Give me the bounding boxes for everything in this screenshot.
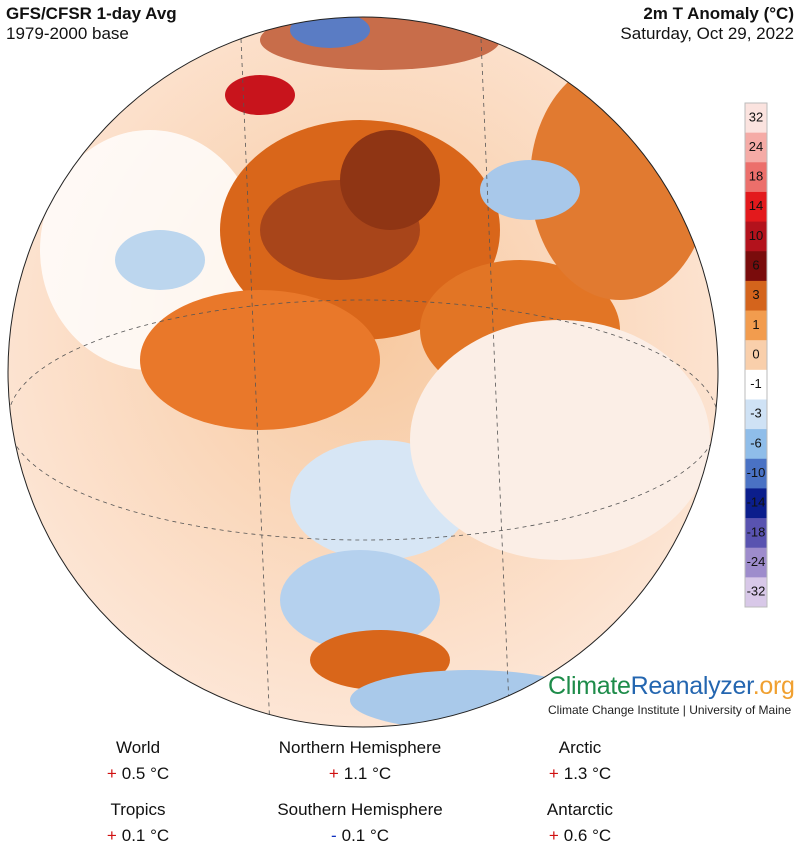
- logo-part: .org: [752, 672, 795, 700]
- color-bar-label: 10: [749, 228, 763, 243]
- color-swatch: [745, 162, 767, 193]
- stat-value-row: +1.1 °C: [240, 764, 480, 784]
- stat-value: 0.1 °C: [121, 826, 170, 845]
- stat-value: 0.1 °C: [341, 826, 390, 845]
- stat-value: 1.1 °C: [343, 764, 392, 783]
- header-right: 2m T Anomaly (°C) Saturday, Oct 29, 2022: [620, 4, 794, 44]
- color-bar-label: -6: [750, 435, 762, 450]
- color-swatch: [745, 103, 767, 134]
- color-swatch: [745, 547, 767, 578]
- stat-value-row: +0.5 °C: [18, 764, 258, 784]
- color-bar-label: 6: [752, 257, 759, 272]
- color-bar-label: 3: [752, 287, 759, 302]
- color-bar-label: 24: [749, 139, 763, 154]
- baseline: 1979-2000 base: [6, 24, 129, 43]
- stat-value-row: +0.1 °C: [18, 826, 258, 846]
- globe-map: [7, 16, 719, 728]
- stat-sign: +: [106, 826, 117, 845]
- stat: Southern Hemisphere -0.1 °C: [240, 800, 480, 846]
- color-bar-label: 14: [749, 198, 763, 213]
- color-bar-label: -3: [750, 406, 762, 421]
- color-swatch: [745, 340, 767, 371]
- stat-value-row: +0.6 °C: [460, 826, 700, 846]
- stat-sign: -: [330, 826, 337, 845]
- color-swatch: [745, 280, 767, 312]
- logo-part: Climate: [548, 672, 631, 700]
- color-swatch: [745, 458, 767, 489]
- color-bar-label: 18: [749, 169, 763, 184]
- logo: ClimateReanalyzer.org: [548, 672, 795, 701]
- color-bar-label: 0: [752, 346, 759, 361]
- stat-value: 1.3 °C: [563, 764, 612, 783]
- stat-value-row: +1.3 °C: [460, 764, 700, 784]
- stat-label: World: [115, 738, 161, 757]
- stat: Tropics +0.1 °C: [18, 800, 258, 846]
- stat-label: Arctic: [558, 738, 602, 757]
- color-swatch: [745, 369, 767, 400]
- color-swatch: [745, 399, 767, 430]
- color-bar-frame: [744, 102, 768, 608]
- color-swatch: [745, 518, 767, 549]
- stat-value: 0.5 °C: [121, 764, 170, 783]
- stat-label: Tropics: [110, 800, 166, 819]
- color-bar-label: -1: [750, 376, 762, 391]
- color-bar-label: 1: [752, 317, 759, 332]
- date: Saturday, Oct 29, 2022: [620, 24, 794, 43]
- color-swatch: [745, 488, 767, 519]
- color-bar-label: -10: [747, 465, 766, 480]
- header-left: GFS/CFSR 1-day Avg 1979-2000 base: [6, 4, 177, 44]
- color-swatch: [745, 310, 767, 341]
- color-swatch: [745, 221, 767, 252]
- color-swatch: [745, 577, 767, 608]
- color-swatch: [745, 251, 767, 282]
- stat-label: Antarctic: [546, 800, 614, 819]
- stat-value-row: -0.1 °C: [240, 826, 480, 846]
- stat: Arctic +1.3 °C: [460, 738, 700, 784]
- color-swatch: [745, 191, 767, 223]
- stat-sign: +: [328, 764, 339, 783]
- stat-sign: +: [548, 764, 559, 783]
- color-bar-label: -32: [747, 584, 766, 599]
- color-swatch: [745, 429, 767, 460]
- stat-sign: +: [548, 826, 559, 845]
- stat: Antarctic +0.6 °C: [460, 800, 700, 846]
- stat-label: Southern Hemisphere: [277, 800, 443, 819]
- stat-label: Northern Hemisphere: [278, 738, 442, 757]
- color-bar-label: -18: [747, 524, 766, 539]
- stat: World +0.5 °C: [18, 738, 258, 784]
- color-bar-label: -14: [747, 495, 766, 510]
- color-bar-label: -24: [747, 554, 766, 569]
- model-title: GFS/CFSR 1-day Avg: [6, 4, 177, 23]
- color-swatch: [745, 132, 767, 163]
- institution: Climate Change Institute | University of…: [548, 703, 792, 717]
- stat: Northern Hemisphere +1.1 °C: [240, 738, 480, 784]
- variable-title: 2m T Anomaly (°C): [643, 4, 794, 23]
- stat-value: 0.6 °C: [563, 826, 612, 845]
- color-bar-label: 32: [749, 109, 763, 124]
- stat-sign: +: [106, 764, 117, 783]
- logo-part: Reanalyzer: [630, 672, 753, 700]
